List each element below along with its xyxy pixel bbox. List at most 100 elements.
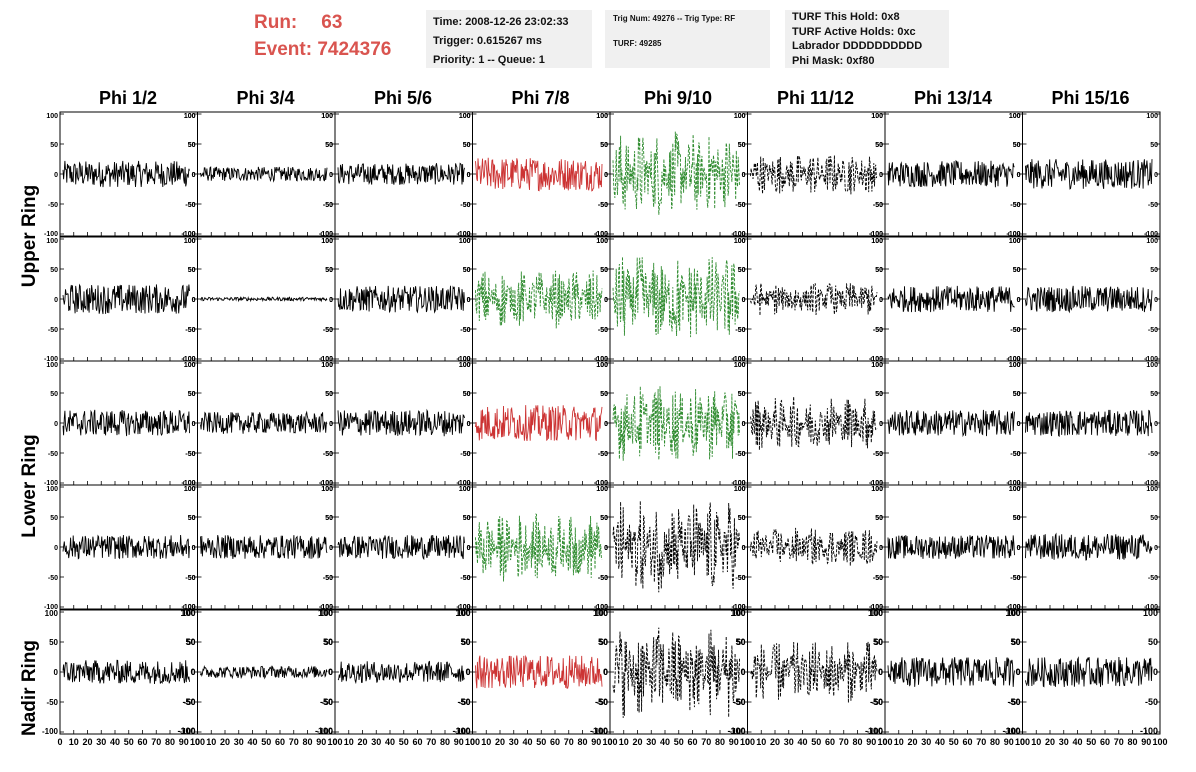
- y-tick-label: 0: [329, 421, 333, 428]
- plot-r3-c6: -100 -100 -50 -50 0 0 50 50 100 100: [731, 360, 886, 487]
- y-tick-label: -100: [319, 480, 333, 487]
- y-tick-label: 0: [192, 421, 196, 428]
- y-tick-label: -50: [323, 575, 333, 582]
- y-tick-label: 100: [321, 486, 333, 493]
- y-tick-label: 100: [1009, 486, 1021, 493]
- waveform-trace: [887, 656, 1015, 687]
- y-tick-label: 100: [320, 609, 334, 618]
- y-tick-label: -50: [873, 327, 883, 334]
- plot-r4-c5: -100 -100 -50 -50 0 0 50 50 100 100: [594, 484, 748, 611]
- x-tick-label: 30: [96, 737, 106, 747]
- y-tick-label: 100: [459, 486, 471, 493]
- x-tick-label: 40: [247, 737, 257, 747]
- y-tick-label: 0: [879, 668, 884, 677]
- plot-r2-c8: -100 -100 -50 -50 0 0 50 50 100 100: [1006, 236, 1161, 363]
- y-tick-label: 50: [462, 638, 471, 647]
- x-tick-label: 10: [619, 737, 629, 747]
- y-tick-label: 50: [738, 515, 746, 522]
- y-tick-label: 0: [604, 421, 608, 428]
- plot-r1-c5: -100 -100 -50 -50 0 0 50 50 100 100: [594, 111, 748, 238]
- y-tick-label: -100: [594, 231, 608, 238]
- y-tick-label: -50: [870, 697, 883, 707]
- y-tick-label: -100: [729, 727, 746, 736]
- y-tick-label: -50: [323, 202, 333, 209]
- x-tick-label: 70: [289, 737, 299, 747]
- plot-r1-c4: -100 -100 -50 -50 0 0 50 50 100 100: [456, 111, 611, 238]
- plot-r1-c8: -100 -100 -50 -50 0 0 50 50 100 100: [1006, 111, 1161, 238]
- y-tick-label: 50: [600, 391, 608, 398]
- x-tick-label: 10: [344, 737, 354, 747]
- plot-r1-c6: -100 -100 -50 -50 0 0 50 50 100 100: [731, 111, 886, 238]
- y-tick-label: 0: [54, 297, 58, 304]
- y-tick-label: -50: [598, 575, 608, 582]
- y-tick-label: 50: [188, 142, 196, 149]
- y-tick-label: 50: [463, 391, 471, 398]
- y-tick-label: -100: [1144, 231, 1158, 238]
- y-tick-label: -50: [48, 327, 58, 334]
- y-tick-label: -50: [873, 451, 883, 458]
- waveform-trace: [200, 665, 328, 680]
- y-tick-label: 50: [875, 267, 883, 274]
- x-tick-label: 0: [195, 737, 200, 747]
- x-tick-label: 20: [357, 737, 367, 747]
- waveform-trace: [475, 270, 603, 329]
- y-tick-label: 50: [188, 142, 196, 149]
- y-tick-label: 100: [871, 362, 883, 369]
- y-tick-label: -100: [869, 480, 883, 487]
- trig-num-text: Trig Num: 49276 -- Trig Type: RF: [613, 14, 736, 23]
- y-tick-label: -50: [1145, 697, 1158, 707]
- y-tick-label: 50: [325, 267, 333, 274]
- y-tick-label: -100: [731, 356, 745, 363]
- x-tick-label: 60: [962, 737, 972, 747]
- y-tick-label: -50: [735, 451, 745, 458]
- waveform-trace: [62, 283, 190, 315]
- y-tick-label: 0: [742, 297, 746, 304]
- plot-r2-c4: -100 -100 -50 -50 0 0 50 50 100 100: [456, 236, 611, 363]
- x-tick-label: 90: [866, 737, 876, 747]
- y-tick-label: 50: [1013, 391, 1021, 398]
- y-tick-label: -100: [44, 231, 58, 238]
- y-tick-label: 0: [604, 172, 608, 179]
- y-tick-label: 50: [325, 391, 333, 398]
- x-tick-label: 10: [1031, 737, 1041, 747]
- x-tick-label: 20: [907, 737, 917, 747]
- x-tick-label: 90: [1141, 737, 1151, 747]
- y-tick-label: 50: [324, 638, 333, 647]
- y-tick-label: -50: [185, 451, 195, 458]
- y-tick-label: -50: [1148, 202, 1158, 209]
- y-tick-label: -100: [1006, 604, 1020, 611]
- y-tick-label: 0: [329, 172, 333, 179]
- y-tick-label: 0: [1017, 545, 1021, 552]
- y-tick-label: 100: [1007, 609, 1021, 618]
- y-tick-label: -100: [456, 480, 470, 487]
- y-tick-label: 0: [1154, 297, 1158, 304]
- y-tick-label: -100: [317, 727, 334, 736]
- y-tick-label: -100: [869, 480, 883, 487]
- waveform-trace: [750, 396, 878, 451]
- x-tick-label: 30: [921, 737, 931, 747]
- y-tick-label: -50: [1148, 451, 1158, 458]
- y-tick-label: 0: [192, 297, 196, 304]
- waveform-trace: [887, 285, 1015, 313]
- waveform-trace: [887, 535, 1015, 559]
- y-tick-label: 100: [321, 238, 333, 245]
- y-tick-label: -100: [727, 726, 745, 736]
- y-tick-label: 50: [738, 267, 746, 274]
- y-tick-label: -50: [185, 202, 195, 209]
- y-tick-label: 100: [46, 238, 58, 245]
- x-tick-label: 20: [82, 737, 92, 747]
- y-tick-label: 0: [192, 421, 196, 428]
- y-tick-label: -50: [735, 575, 745, 582]
- y-tick-label: 100: [596, 113, 608, 120]
- turf-hold-text: TURF This Hold: 0x8: [792, 11, 900, 23]
- y-tick-label: 50: [600, 142, 608, 149]
- y-tick-label: 100: [184, 113, 196, 120]
- y-tick-label: 0: [466, 668, 471, 677]
- waveform-trace: [62, 160, 190, 188]
- y-tick-label: -100: [731, 604, 745, 611]
- y-tick-label: 50: [598, 637, 608, 647]
- y-tick-label: 0: [54, 668, 59, 677]
- y-tick-label: 50: [737, 638, 746, 647]
- y-tick-label: -50: [735, 575, 745, 582]
- x-tick-label: 90: [591, 737, 601, 747]
